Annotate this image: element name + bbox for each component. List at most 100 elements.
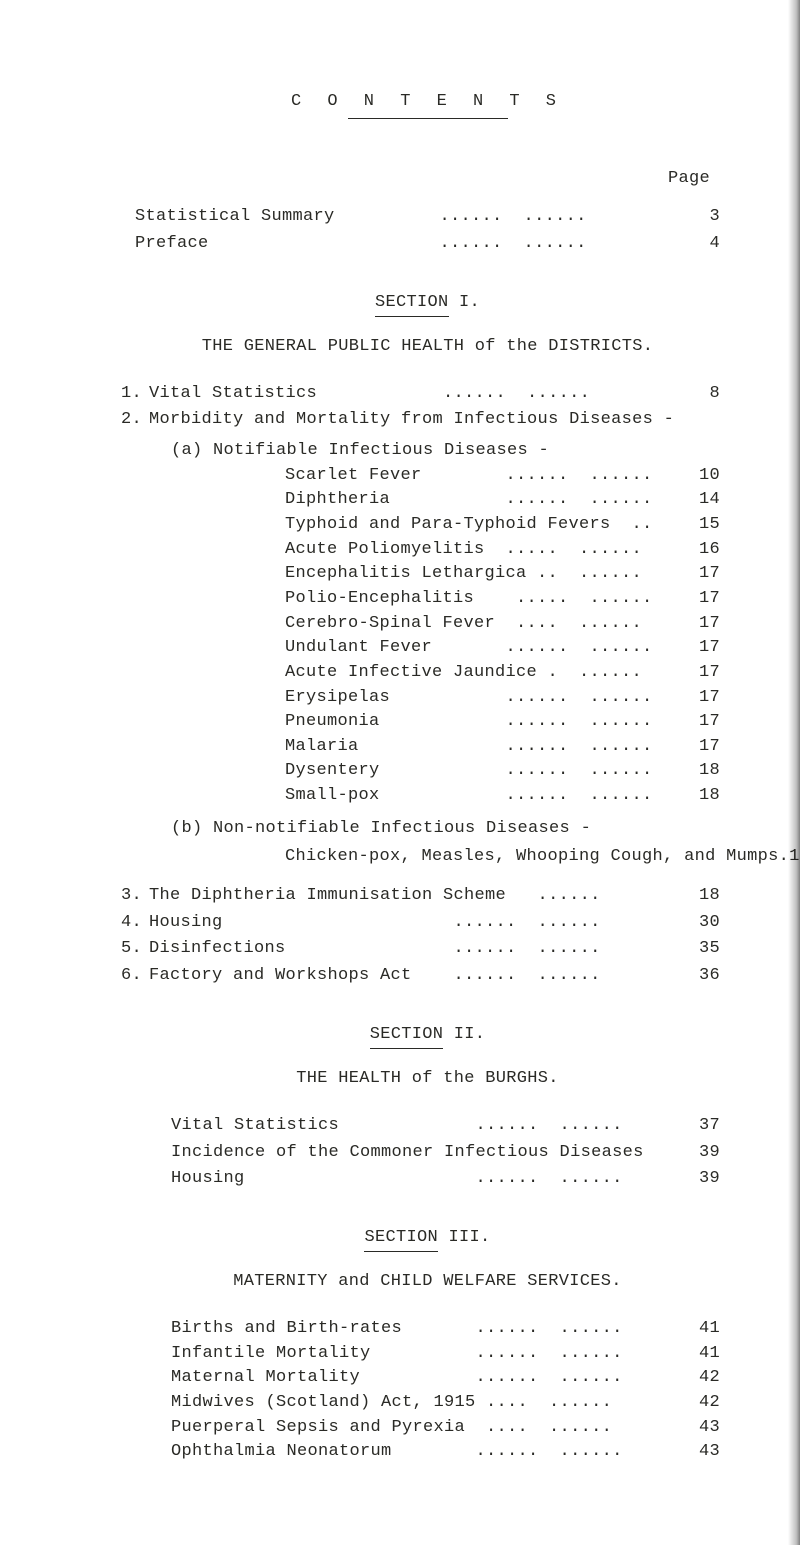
item-number: 3. <box>121 884 149 909</box>
toc-label: Acute Infective Jaundice . ...... <box>285 661 642 686</box>
section-heading: SECTION I. <box>135 291 720 318</box>
toc-label-text: Disinfections ...... ...... <box>149 939 601 958</box>
toc-page: 42 <box>640 1366 720 1391</box>
toc-page: 17 <box>653 710 720 735</box>
toc-page: 17 <box>653 587 720 612</box>
toc-page: 18 <box>653 759 720 784</box>
toc-row: Preface ...... ...... 4 <box>135 232 720 257</box>
sub-a-heading: (a) Notifiable Infectious Diseases - <box>135 439 720 464</box>
toc-label: 5.Disinfections ...... ...... <box>171 937 601 962</box>
toc-page: 39 <box>640 1167 720 1192</box>
toc-page: 43 <box>640 1440 720 1465</box>
toc-label: Encephalitis Lethargica .. ...... <box>285 562 642 587</box>
toc-label: Typhoid and Para-Typhoid Fevers .. <box>285 513 653 538</box>
item-number: 5. <box>121 937 149 962</box>
toc-row: Housing ...... ...... 39 <box>135 1167 720 1192</box>
toc-label: Diphtheria ...... ...... <box>285 488 653 513</box>
toc-label: Dysentery ...... ...... <box>285 759 653 784</box>
toc-label: Erysipelas ...... ...... <box>285 686 653 711</box>
toc-row: Malaria ...... ......17 <box>135 735 720 760</box>
toc-page: 14 <box>653 488 720 513</box>
toc-label: Undulant Fever ...... ...... <box>285 636 653 661</box>
section-subtitle: THE HEALTH of the BURGHS. <box>135 1067 720 1092</box>
toc-page: 30 <box>640 911 720 936</box>
item-number: 1. <box>121 382 149 407</box>
toc-label-text: The Diphtheria Immunisation Scheme .....… <box>149 886 601 905</box>
toc-row: Puerperal Sepsis and Pyrexia .... ......… <box>135 1416 720 1441</box>
toc-page: 41 <box>640 1317 720 1342</box>
toc-row: Encephalitis Lethargica .. ......17 <box>135 562 720 587</box>
toc-label: Infantile Mortality ...... ...... <box>171 1342 623 1367</box>
toc-page: 15 <box>653 513 720 538</box>
toc-label: Chicken-pox, Measles, Whooping Cough, an… <box>285 845 789 870</box>
toc-row: 5.Disinfections ...... ...... 35 <box>135 937 720 962</box>
section-number-underline: SECTION <box>364 1226 438 1253</box>
section-heading: SECTION II. <box>135 1023 720 1050</box>
top-block: Statistical Summary ...... ...... 3 Pref… <box>135 205 720 256</box>
toc-label: Statistical Summary ...... ...... <box>135 205 587 230</box>
section-number-underline: SECTION <box>375 291 449 318</box>
toc-label: Preface ...... ...... <box>135 232 587 257</box>
page: C O N T E N T S Page Statistical Summary… <box>0 0 800 1545</box>
toc-label: Midwives (Scotland) Act, 1915 .... .....… <box>171 1391 612 1416</box>
toc-label: Births and Birth-rates ...... ...... <box>171 1317 623 1342</box>
toc-row: 1.Vital Statistics ...... ...... 8 <box>135 382 720 407</box>
toc-row: Cerebro-Spinal Fever .... ......17 <box>135 612 720 637</box>
title-underline <box>348 118 508 119</box>
section-number-suffix: II. <box>443 1025 485 1044</box>
toc-row: 3.The Diphtheria Immunisation Scheme ...… <box>135 884 720 909</box>
section-number-underline: SECTION <box>370 1023 444 1050</box>
page-edge-shadow <box>788 0 800 1545</box>
toc-label: Polio-Encephalitis ..... ...... <box>285 587 653 612</box>
toc-page: 17 <box>642 562 720 587</box>
toc-page: 18 <box>640 884 720 909</box>
toc-page: 18 <box>653 784 720 809</box>
toc-label: Puerperal Sepsis and Pyrexia .... ...... <box>171 1416 612 1441</box>
toc-page: 17 <box>642 612 720 637</box>
toc-row: Dysentery ...... ......18 <box>135 759 720 784</box>
toc-row: 2.Morbidity and Mortality from Infectiou… <box>135 408 720 433</box>
toc-row: Acute Infective Jaundice . ......17 <box>135 661 720 686</box>
toc-label: 6.Factory and Workshops Act ...... .....… <box>171 964 601 989</box>
toc-page: 35 <box>640 937 720 962</box>
toc-label: 2.Morbidity and Mortality from Infectiou… <box>171 408 674 433</box>
toc-row: Diphtheria ...... ......14 <box>135 488 720 513</box>
toc-row: Incidence of the Commoner Infectious Dis… <box>135 1141 720 1166</box>
toc-page: 42 <box>640 1391 720 1416</box>
toc-label: Incidence of the Commoner Infectious Dis… <box>171 1141 644 1166</box>
toc-row: Vital Statistics ...... ......37 <box>135 1114 720 1139</box>
toc-row: Ophthalmia Neonatorum ...... ...... 43 <box>135 1440 720 1465</box>
toc-row: 6.Factory and Workshops Act ...... .....… <box>135 964 720 989</box>
toc-label: Housing ...... ...... <box>171 1167 623 1192</box>
toc-page: 17 <box>653 735 720 760</box>
toc-label: Cerebro-Spinal Fever .... ...... <box>285 612 642 637</box>
toc-row: Pneumonia ...... ......17 <box>135 710 720 735</box>
section-heading: SECTION III. <box>135 1226 720 1253</box>
toc-row: Births and Birth-rates ...... ...... 41 <box>135 1317 720 1342</box>
sub-a-list: Scarlet Fever ...... ......10 Diphtheria… <box>135 464 720 809</box>
item-number: 4. <box>121 911 149 936</box>
toc-label: Maternal Mortality ...... ...... <box>171 1366 623 1391</box>
toc-page: 3 <box>640 205 720 230</box>
toc-label: Ophthalmia Neonatorum ...... ...... <box>171 1440 623 1465</box>
toc-row: Statistical Summary ...... ...... 3 <box>135 205 720 230</box>
toc-label-text: Housing ...... ...... <box>149 913 601 932</box>
toc-label: 4.Housing ...... ...... <box>171 911 601 936</box>
toc-label: 1.Vital Statistics ...... ...... <box>171 382 590 407</box>
toc-row: Polio-Encephalitis ..... ......17 <box>135 587 720 612</box>
section-subtitle: THE GENERAL PUBLIC HEALTH of the DISTRIC… <box>135 335 720 360</box>
toc-page: 8 <box>640 382 720 407</box>
toc-row: Undulant Fever ...... ......17 <box>135 636 720 661</box>
toc-row: Midwives (Scotland) Act, 1915 .... .....… <box>135 1391 720 1416</box>
toc-label-text: Factory and Workshops Act ...... ...... <box>149 966 601 985</box>
toc-page: 10 <box>653 464 720 489</box>
toc-row: 4.Housing ...... ...... 30 <box>135 911 720 936</box>
section-subtitle: MATERNITY and CHILD WELFARE SERVICES. <box>135 1270 720 1295</box>
toc-label: Small-pox ...... ...... <box>285 784 653 809</box>
section-number-suffix: I. <box>449 293 481 312</box>
toc-page: 16 <box>642 538 720 563</box>
sub-b-heading: (b) Non-notifiable Infectious Diseases - <box>135 817 720 842</box>
toc-label-text: Vital Statistics ...... ...... <box>149 384 590 403</box>
toc-page: 17 <box>653 636 720 661</box>
toc-page: 41 <box>640 1342 720 1367</box>
